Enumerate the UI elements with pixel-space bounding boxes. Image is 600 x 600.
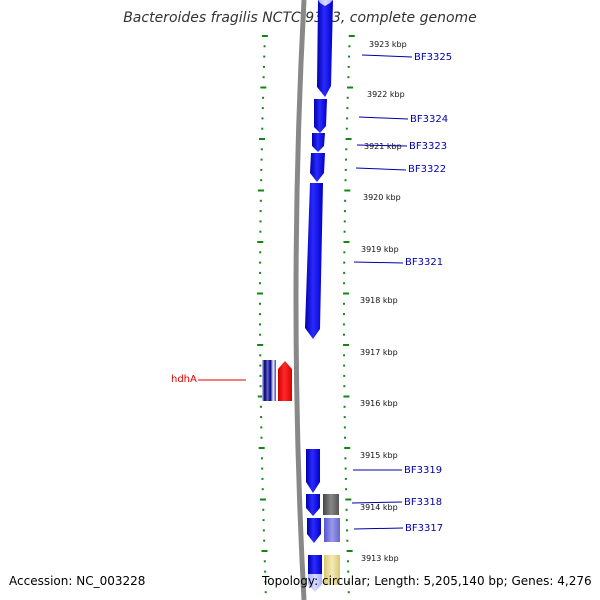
tick-label-3915: 3915 kbp bbox=[360, 451, 398, 460]
genome-summary-text: Topology: circular; Length: 5,205,140 bp… bbox=[262, 574, 592, 588]
tick-label-3921: 3921 kbp bbox=[364, 142, 402, 151]
label-bf3324[interactable]: BF3324 bbox=[410, 114, 448, 125]
leader-lines bbox=[351, 54, 413, 530]
tick-label-3920: 3920 kbp bbox=[363, 193, 401, 202]
genome-backbone bbox=[293, 0, 307, 600]
label-bf3322[interactable]: BF3322 bbox=[408, 164, 446, 175]
tick-label-3913: 3913 kbp bbox=[361, 554, 399, 563]
gene-bf3325[interactable] bbox=[317, 0, 333, 97]
gene-gray-block[interactable] bbox=[323, 494, 339, 515]
tick-label-3919: 3919 kbp bbox=[361, 245, 399, 254]
label-bf3321[interactable]: BF3321 bbox=[405, 257, 443, 268]
label-bf3317[interactable]: BF3317 bbox=[405, 523, 443, 534]
gene-bf3321[interactable] bbox=[305, 183, 323, 339]
gene-bf3319[interactable] bbox=[306, 449, 320, 493]
gene-top-pale[interactable] bbox=[318, 0, 333, 6]
label-bf3319[interactable]: BF3319 bbox=[404, 465, 442, 476]
tick-label-3917: 3917 kbp bbox=[360, 348, 398, 357]
gene-cream-block[interactable] bbox=[324, 555, 340, 585]
gene-labels: BF3325 BF3324 BF3323 BF3322 BF3321 BF331… bbox=[171, 52, 452, 534]
tick-label-3918: 3918 kbp bbox=[360, 296, 398, 305]
gene-bf3323[interactable] bbox=[312, 133, 325, 152]
gene-track-left bbox=[262, 360, 292, 401]
tick-label-3922: 3922 kbp bbox=[367, 90, 405, 99]
tick-label-3923: 3923 kbp bbox=[369, 40, 407, 49]
gene-hdha[interactable] bbox=[278, 361, 292, 401]
accession-text: Accession: NC_003228 bbox=[9, 574, 146, 588]
right-tick-track bbox=[342, 35, 355, 594]
label-hdha[interactable]: hdhA bbox=[171, 374, 197, 385]
genome-title: Bacteroides fragilis NCTC 9343, complete… bbox=[123, 10, 477, 26]
gene-bottom-blue[interactable] bbox=[308, 555, 322, 574]
left-tick-track bbox=[257, 35, 268, 594]
gene-bf3318[interactable] bbox=[306, 494, 320, 516]
gene-lilac-block[interactable] bbox=[324, 518, 340, 542]
gene-bf3322[interactable] bbox=[310, 153, 325, 182]
gene-track-secondary bbox=[323, 494, 340, 585]
scale-labels: 3923 kbp 3922 kbp 3921 kbp 3920 kbp 3919… bbox=[360, 40, 407, 563]
tick-label-3914: 3914 kbp bbox=[360, 503, 398, 512]
label-bf3325[interactable]: BF3325 bbox=[414, 52, 452, 63]
label-bf3318[interactable]: BF3318 bbox=[404, 497, 442, 508]
gene-bf3317[interactable] bbox=[307, 518, 321, 543]
gene-striped-block[interactable] bbox=[262, 360, 276, 401]
gene-bf3324-top[interactable] bbox=[314, 99, 327, 133]
label-bf3323[interactable]: BF3323 bbox=[409, 141, 447, 152]
tick-label-3916: 3916 kbp bbox=[360, 399, 398, 408]
gene-track-forward bbox=[305, 0, 333, 592]
